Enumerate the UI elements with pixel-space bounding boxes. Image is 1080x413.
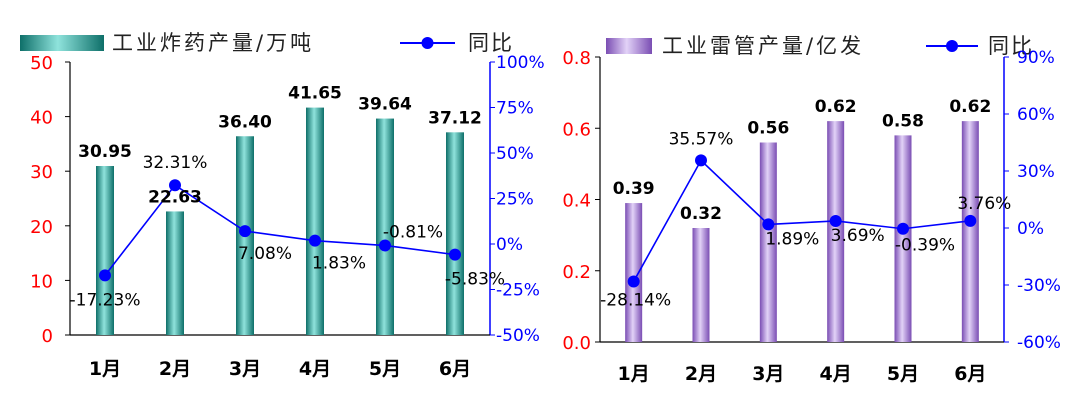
right-axis-tick-label: 50% [496, 144, 534, 164]
bar-value-label: 22.63 [148, 187, 202, 207]
bar-value-label: 30.95 [78, 142, 132, 162]
bar [306, 107, 324, 335]
bar [446, 132, 464, 335]
bar [692, 228, 710, 342]
legend-line-label: 同比 [468, 31, 514, 55]
yoy-point [239, 225, 251, 238]
yoy-value-label: -28.14% [600, 290, 671, 310]
right-axis-tick-label: 25% [496, 190, 534, 210]
right-axis-tick-label: -25% [496, 281, 540, 301]
yoy-point [829, 214, 842, 227]
right-axis-tick-label: 30% [1017, 162, 1055, 182]
bar-value-label: 36.40 [218, 112, 272, 132]
bar-value-label: 37.12 [428, 108, 482, 128]
yoy-value-label: 7.08% [238, 244, 292, 264]
yoy-value-label: 32.31% [143, 153, 208, 173]
category-label: 4月 [299, 358, 331, 380]
yoy-point [695, 154, 707, 167]
bar [625, 203, 643, 342]
category-label: 3月 [229, 358, 261, 380]
bar [96, 166, 114, 335]
yoy-line [104, 184, 456, 276]
bar-value-label: 39.64 [358, 95, 412, 115]
legend-bar-label: 工业雷管产量/亿发 [662, 34, 864, 58]
yoy-point [897, 222, 909, 235]
yoy-point [169, 179, 181, 192]
yoy-point [449, 248, 461, 261]
left-axis-tick-label: 0 [42, 326, 53, 347]
yoy-line [632, 159, 971, 282]
yoy-value-label: -0.81% [383, 222, 443, 242]
category-label: 3月 [752, 363, 784, 385]
yoy-point [762, 218, 775, 231]
right-axis-tick-label: -30% [1017, 276, 1061, 296]
category-label: 1月 [89, 358, 121, 380]
left-axis-tick-label: 0.4 [562, 191, 591, 212]
legend-line-label: 同比 [988, 34, 1034, 58]
yoy-value-label: -17.23% [70, 290, 141, 310]
left-axis-tick-label: 50 [30, 53, 53, 74]
bar [376, 118, 394, 335]
left-axis-tick-label: 10 [30, 271, 53, 292]
category-label: 5月 [369, 358, 401, 380]
category-label: 6月 [954, 363, 986, 385]
right-axis-tick-label: -60% [1017, 333, 1061, 353]
legend-bar-swatch [20, 35, 104, 51]
legend-bar-label: 工业炸药产量/万吨 [112, 31, 314, 55]
yoy-value-label: -5.83% [445, 270, 505, 290]
right-axis-tick-label: -50% [496, 326, 540, 346]
bar [759, 142, 777, 342]
bar-value-label: 0.32 [680, 204, 722, 224]
yoy-point [309, 234, 321, 247]
legend-line-marker [421, 37, 434, 49]
right-axis-tick-label: 90% [1017, 48, 1055, 68]
yoy-point [627, 275, 640, 288]
right-axis-tick-label: 60% [1017, 105, 1055, 125]
bar [894, 135, 912, 342]
yoy-value-label: 3.76% [957, 194, 1011, 214]
detonators-chart: 工业雷管产量/亿发 同比 0.0 0.2 0.4 0.6 0.8 -60% -30% 0% 30% 6… [562, 34, 1061, 385]
left-axis-tick-label: 40 [30, 108, 53, 129]
bar-value-label: 0.58 [882, 111, 924, 131]
legend-line-marker [946, 40, 958, 52]
left-axis-tick-label: 0.6 [562, 119, 591, 140]
bar [166, 211, 184, 335]
category-label: 2月 [685, 363, 717, 385]
left-axis-tick-label: 0.2 [562, 262, 591, 283]
category-label: 4月 [820, 363, 852, 385]
yoy-value-label: 1.83% [312, 254, 366, 274]
yoy-value-label: 1.89% [765, 229, 819, 249]
explosives-chart: 工业炸药产量/万吨 同比 0 10 20 30 40 50 -50% -25% 0% 25% 50% 75… [20, 31, 545, 380]
right-axis-tick-label: 0% [1017, 219, 1044, 239]
bar-value-label: 0.62 [815, 97, 857, 117]
yoy-value-label: 3.69% [831, 226, 885, 246]
right-axis-tick-label: 75% [496, 99, 534, 119]
left-axis-tick-label: 0.8 [562, 48, 591, 69]
yoy-point [379, 239, 391, 252]
left-axis-tick-label: 0.0 [562, 333, 591, 354]
bar-value-label: 0.56 [747, 119, 789, 139]
right-axis-tick-label: 0% [496, 235, 523, 255]
yoy-point [99, 269, 111, 282]
category-label: 2月 [159, 358, 191, 380]
category-label: 5月 [887, 363, 919, 385]
left-axis-tick-label: 20 [30, 217, 53, 238]
category-label: 6月 [439, 358, 471, 380]
right-axis-tick-label: 100% [496, 53, 545, 73]
left-axis-tick-label: 30 [30, 162, 53, 183]
yoy-value-label: -0.39% [895, 236, 955, 256]
yoy-point [964, 214, 977, 227]
bar-value-label: 0.62 [949, 97, 991, 117]
legend-bar-swatch [606, 38, 652, 54]
yoy-value-label: 35.57% [669, 129, 734, 149]
bar-value-label: 0.39 [613, 179, 655, 199]
bar [827, 121, 845, 342]
category-label: 1月 [618, 363, 650, 385]
bar-value-label: 41.65 [288, 84, 342, 104]
bar [961, 121, 979, 342]
